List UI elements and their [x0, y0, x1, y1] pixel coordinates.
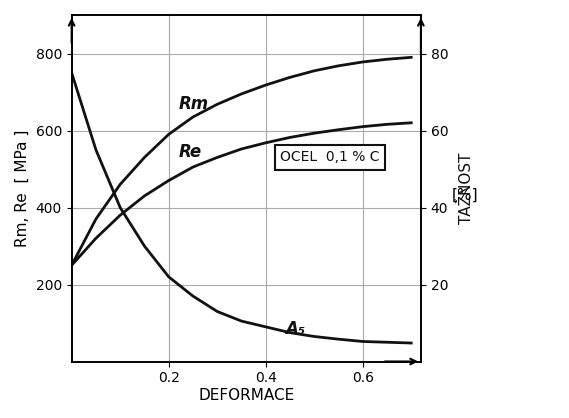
Text: A₅: A₅	[285, 320, 305, 338]
Text: TAŽNOST: TAŽNOST	[459, 153, 474, 224]
Y-axis label: [%]: [%]	[452, 188, 478, 203]
Text: OCEL  0,1 % C: OCEL 0,1 % C	[280, 150, 380, 164]
Text: Rm: Rm	[178, 95, 208, 113]
Text: Re: Re	[178, 143, 201, 161]
Y-axis label: Rm, Re  [ MPa ]: Rm, Re [ MPa ]	[15, 130, 30, 247]
X-axis label: DEFORMACE: DEFORMACE	[198, 388, 294, 403]
